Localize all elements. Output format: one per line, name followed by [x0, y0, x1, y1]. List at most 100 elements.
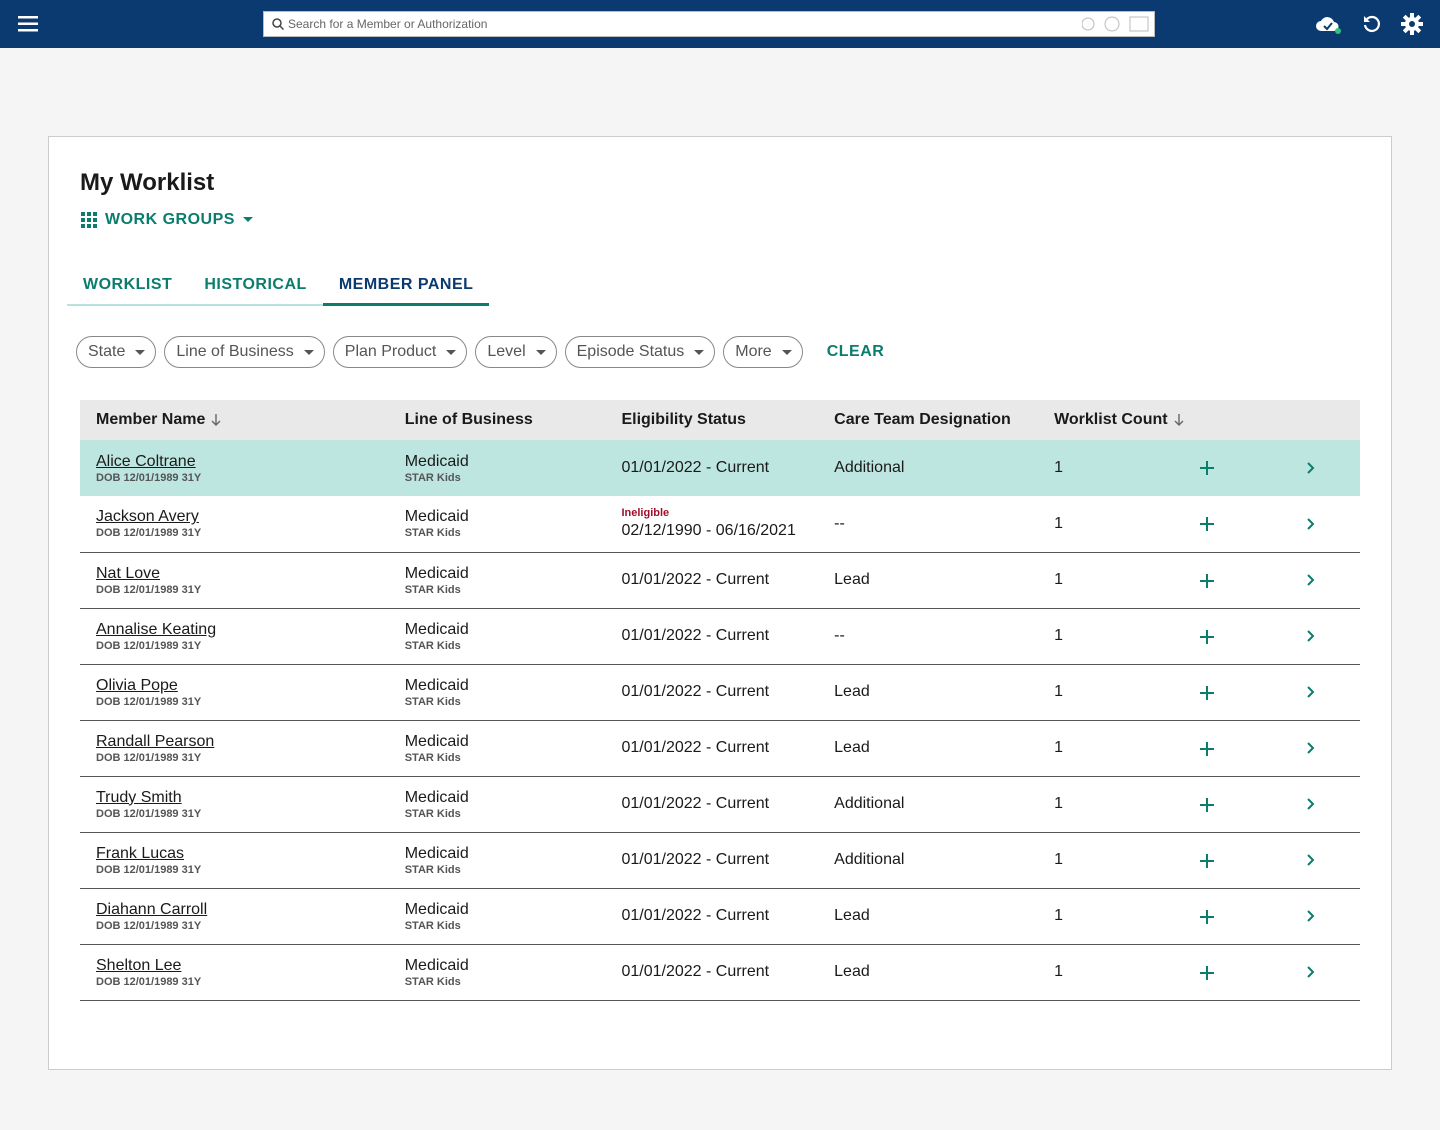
worklist-count: 1: [1054, 664, 1304, 721]
member-row[interactable]: Diahann Carroll DOB 12/01/1989 31Y Medicai…: [80, 888, 1360, 945]
member-row[interactable]: Randall Pearson DOB 12/01/1989 31Y Medicai…: [80, 720, 1360, 777]
cloud-status[interactable]: [1315, 14, 1341, 34]
filter-label: More: [735, 343, 772, 360]
work-groups-label: WORK GROUPS: [105, 211, 235, 228]
member-name[interactable]: Trudy Smith: [96, 788, 182, 806]
lob-cell: Medicaid STAR Kids: [404, 552, 622, 609]
open-button[interactable]: [1307, 854, 1315, 866]
lob-cell: Medicaid STAR Kids: [404, 608, 622, 665]
line-of-business: Medicaid: [404, 508, 469, 526]
search-box[interactable]: Search for a Member or Authorization: [263, 11, 1155, 37]
filter-pill[interactable]: Line of Business: [164, 336, 325, 368]
lob-cell: Medicaid STAR Kids: [404, 944, 622, 1001]
open-button[interactable]: [1307, 630, 1315, 642]
add-button[interactable]: [1200, 909, 1215, 924]
tab[interactable]: WORKLIST: [83, 276, 173, 293]
filter-pill[interactable]: State: [76, 336, 157, 368]
member-name[interactable]: Annalise Keating: [96, 620, 217, 638]
add-button[interactable]: [1200, 853, 1215, 868]
member-row[interactable]: Shelton Lee DOB 12/01/1989 31Y Medicaid STA…: [80, 944, 1360, 1001]
sort-arrow[interactable]: [211, 414, 221, 426]
refresh-button[interactable]: [1362, 14, 1382, 34]
add-button[interactable]: [1200, 965, 1215, 980]
eligibility-dates: 01/01/2022 - Current: [621, 739, 770, 756]
worklist-count: 1: [1054, 720, 1304, 777]
plan-product: STAR Kids: [404, 751, 461, 764]
add-button[interactable]: [1200, 573, 1215, 588]
add-button[interactable]: [1200, 741, 1215, 756]
lob-cell: Medicaid STAR Kids: [404, 888, 622, 945]
member-row[interactable]: Olivia Pope DOB 12/01/1989 31Y Medicaid STA…: [80, 664, 1360, 721]
open-button[interactable]: [1307, 798, 1315, 810]
filters: State Line of Business Plan Product Level Ep…: [76, 336, 884, 368]
worklist-count: 1: [1054, 552, 1304, 609]
member-name[interactable]: Randall Pearson: [96, 732, 215, 750]
open-button[interactable]: [1307, 462, 1315, 474]
filter-pill[interactable]: Level: [475, 336, 557, 368]
lob-cell: Medicaid STAR Kids: [404, 832, 622, 889]
member-row[interactable]: Nat Love DOB 12/01/1989 31Y Medicaid STAR K…: [80, 552, 1360, 609]
member-name[interactable]: Frank Lucas: [96, 844, 185, 862]
open-cell: [1303, 496, 1360, 553]
filter-pill[interactable]: More: [723, 336, 803, 368]
lob-cell: Medicaid STAR Kids: [404, 720, 622, 777]
plan-product: STAR Kids: [404, 639, 461, 652]
care-team: --: [834, 496, 1055, 553]
add-button[interactable]: [1200, 685, 1215, 700]
eligibility-cell: 01/01/2022 - Current: [621, 552, 835, 609]
column-title: Worklist Count: [1054, 411, 1168, 428]
open-cell: [1303, 944, 1360, 1001]
work-groups-button[interactable]: WORK GROUPS: [81, 211, 253, 229]
eligibility-dates: 01/01/2022 - Current: [621, 627, 770, 644]
care-team: Additional: [834, 832, 1055, 889]
member-name[interactable]: Shelton Lee: [96, 956, 182, 974]
clear-button[interactable]: CLEAR: [826, 343, 885, 360]
member-name[interactable]: Diahann Carroll: [96, 900, 208, 918]
care-team: Lead: [834, 720, 1055, 777]
eligibility-dates: 02/12/1990 - 06/16/2021: [621, 522, 796, 540]
member-row[interactable]: Jackson Avery DOB 12/01/1989 31Y Medicaid S…: [80, 496, 1360, 553]
menu-button[interactable]: [18, 15, 38, 33]
open-button[interactable]: [1307, 910, 1315, 922]
column-title: Care Team Designation: [834, 411, 1011, 428]
member-cell: Diahann Carroll DOB 12/01/1989 31Y: [80, 888, 405, 945]
open-button[interactable]: [1307, 742, 1315, 754]
member-row[interactable]: Frank Lucas DOB 12/01/1989 31Y Medicaid STA…: [80, 832, 1360, 889]
eligibility-cell: 01/01/2022 - Current: [621, 776, 835, 833]
member-name[interactable]: Nat Love: [96, 564, 161, 582]
add-button[interactable]: [1200, 517, 1215, 531]
line-of-business: Medicaid: [404, 732, 469, 750]
settings-button[interactable]: [1401, 13, 1423, 35]
line-of-business: Medicaid: [404, 788, 469, 806]
open-button[interactable]: [1307, 686, 1315, 698]
column-header-wrap: Line of Business: [405, 411, 533, 429]
add-button[interactable]: [1200, 629, 1215, 644]
filter-label: Episode Status: [576, 343, 685, 360]
member-row[interactable]: Trudy Smith DOB 12/01/1989 31Y Medicaid STA…: [80, 776, 1360, 833]
column-header-wrap: Eligibility Status: [621, 411, 745, 429]
tab[interactable]: MEMBER PANEL: [322, 273, 490, 306]
column-header: [1303, 400, 1360, 440]
filter-pill[interactable]: Episode Status: [564, 336, 716, 368]
eligibility-dates: 01/01/2022 - Current: [621, 459, 770, 476]
member-cell: Randall Pearson DOB 12/01/1989 31Y: [80, 720, 405, 777]
eligibility-flag: Ineligible: [621, 507, 670, 520]
sort-arrow[interactable]: [1174, 414, 1184, 426]
tab[interactable]: HISTORICAL: [204, 276, 307, 293]
count-value: 1: [1054, 683, 1063, 700]
dropdown-caret: [446, 349, 457, 355]
member-row[interactable]: Alice Coltrane DOB 12/01/1989 31Y Medicaid…: [80, 440, 1360, 496]
filter-pill[interactable]: Plan Product: [332, 336, 468, 368]
column-header: Worklist Count: [1054, 400, 1304, 440]
open-button[interactable]: [1307, 574, 1315, 586]
search-icons: [1082, 16, 1149, 32]
member-name[interactable]: Olivia Pope: [96, 676, 178, 694]
add-button[interactable]: [1200, 797, 1215, 812]
open-button[interactable]: [1307, 966, 1315, 978]
add-button[interactable]: [1200, 461, 1215, 475]
open-button[interactable]: [1307, 518, 1315, 530]
member-row[interactable]: Annalise Keating DOB 12/01/1989 31Y Medica…: [80, 608, 1360, 665]
member-name[interactable]: Alice Coltrane: [96, 452, 196, 470]
plan-product: STAR Kids: [404, 919, 461, 932]
member-name[interactable]: Jackson Avery: [96, 508, 199, 526]
